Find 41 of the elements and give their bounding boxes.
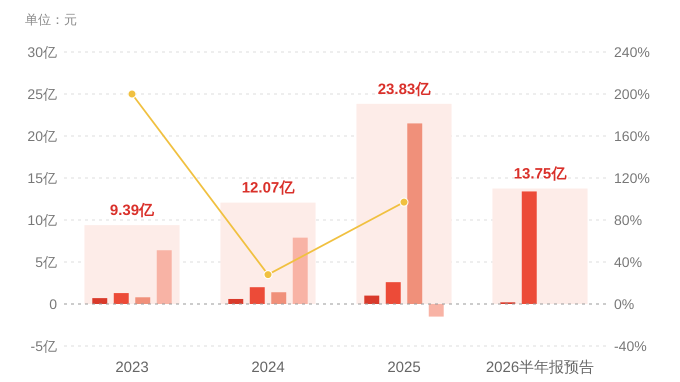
y-tick-label: 10亿: [27, 212, 57, 228]
x-tick-label: 2026半年报预告: [486, 359, 594, 376]
bar: [114, 293, 129, 304]
data-label: 13.75亿: [514, 166, 568, 182]
x-tick-label: 2025: [387, 359, 421, 376]
y-tick-label: 5亿: [35, 254, 57, 270]
point: [400, 198, 408, 207]
bar: [364, 296, 380, 304]
y-tick-label: 0: [49, 296, 58, 312]
y-tick-label: 25亿: [27, 86, 57, 102]
y2-tick-label: 0%: [614, 296, 634, 312]
y2-tick-label: 80%: [614, 212, 642, 228]
bar: [522, 191, 537, 304]
x-tick-label: 2023: [115, 359, 149, 376]
bar: [92, 298, 108, 304]
y-tick-label: 20亿: [27, 128, 57, 144]
data-label: 23.83亿: [378, 80, 432, 98]
bar: [386, 282, 401, 304]
y-axis-title: 单位：元: [25, 12, 77, 27]
y-tick-label: -5亿: [30, 338, 57, 354]
y2-tick-label: 240%: [614, 44, 650, 60]
bar: [428, 304, 444, 317]
bar: [156, 250, 172, 304]
bar: [292, 238, 308, 304]
bar: [407, 123, 422, 304]
data-label: 12.07亿: [242, 180, 296, 197]
bar: [250, 287, 265, 304]
y2-tick-label: 40%: [614, 254, 642, 270]
point: [128, 90, 136, 98]
y-tick-label: 15亿: [27, 170, 57, 186]
bar: [228, 298, 244, 304]
y2-tick-label: 120%: [614, 170, 650, 186]
y2-tick-label: -40%: [614, 338, 647, 354]
data-label: 9.39亿: [110, 202, 156, 220]
y2-tick-label: 160%: [614, 128, 650, 144]
y2-tick-label: 200%: [614, 86, 650, 102]
y-tick-label: 30亿: [27, 44, 57, 60]
bar: [135, 297, 150, 304]
bar: [271, 292, 286, 304]
x-tick-label: 2024: [251, 359, 285, 376]
point: [264, 270, 272, 280]
